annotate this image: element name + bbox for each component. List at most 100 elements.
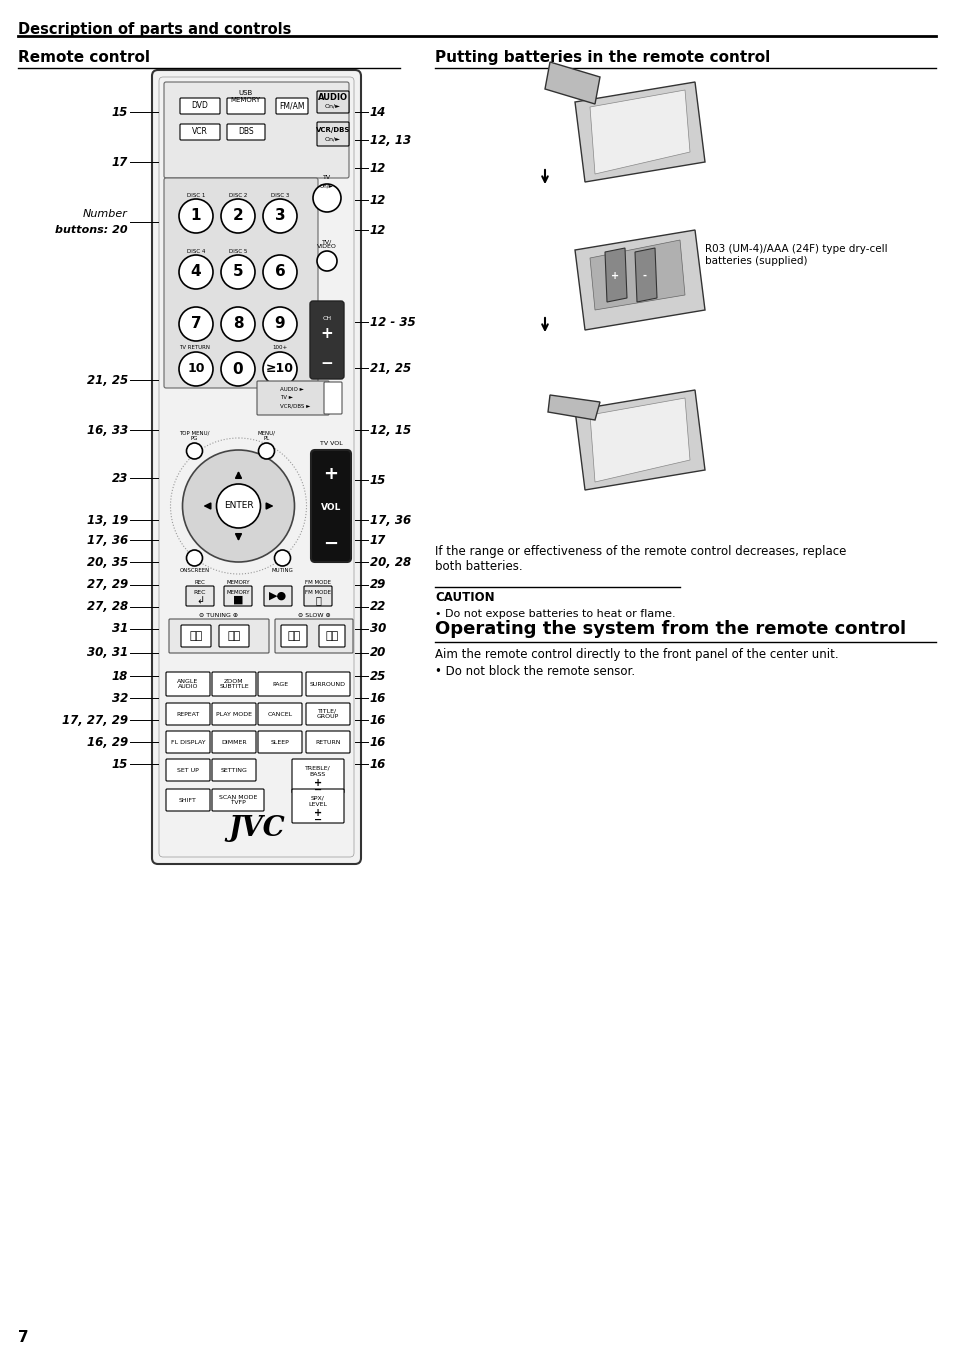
Text: ⏭⏭: ⏭⏭ [227,631,240,640]
Text: 20, 28: 20, 28 [370,555,411,569]
Text: 15: 15 [112,106,128,119]
Text: ⏪⏪: ⏪⏪ [287,631,300,640]
Text: 27, 29: 27, 29 [87,578,128,592]
FancyBboxPatch shape [164,83,349,177]
FancyBboxPatch shape [306,731,350,753]
Circle shape [221,199,254,233]
FancyBboxPatch shape [311,450,351,562]
Text: VIDEO: VIDEO [316,244,336,249]
Text: 17, 27, 29: 17, 27, 29 [62,714,128,727]
Text: On/►: On/► [325,103,340,108]
Text: 31: 31 [112,623,128,635]
Text: ZOOM
SUBTITLE: ZOOM SUBTITLE [219,678,249,689]
FancyBboxPatch shape [180,97,220,114]
Text: 12: 12 [370,223,386,237]
Text: 17: 17 [112,156,128,168]
Text: SET UP: SET UP [177,768,198,773]
Text: ↲: ↲ [195,594,204,605]
FancyBboxPatch shape [152,70,360,864]
Text: 17: 17 [370,533,386,547]
FancyBboxPatch shape [166,789,210,811]
Text: 13, 19: 13, 19 [87,513,128,527]
Polygon shape [604,248,626,302]
Text: 8: 8 [233,317,243,332]
Text: BASS: BASS [310,773,326,777]
FancyBboxPatch shape [212,703,255,724]
FancyBboxPatch shape [316,122,349,146]
Text: LEVEL: LEVEL [308,803,327,807]
Text: 20: 20 [370,646,386,659]
Circle shape [221,255,254,288]
Text: ⏮⏮: ⏮⏮ [190,631,202,640]
FancyBboxPatch shape [166,731,210,753]
FancyBboxPatch shape [212,760,255,781]
FancyBboxPatch shape [257,672,302,696]
Text: VCR: VCR [192,127,208,137]
Text: TV ►: TV ► [280,395,293,399]
Polygon shape [575,83,704,181]
FancyBboxPatch shape [169,619,269,653]
Text: On/►: On/► [325,137,340,142]
Text: SPX/: SPX/ [311,796,325,800]
Text: TOP MENU/
PG: TOP MENU/ PG [179,431,210,441]
Text: DISC 4: DISC 4 [187,249,205,255]
Text: DISC 3: DISC 3 [271,194,289,198]
FancyBboxPatch shape [324,382,341,414]
FancyBboxPatch shape [310,301,344,379]
Text: 3: 3 [274,209,285,223]
Text: 16: 16 [370,692,386,704]
Text: 14: 14 [370,106,386,119]
FancyBboxPatch shape [224,586,252,607]
Text: 12, 15: 12, 15 [370,424,411,436]
Text: −: − [323,535,338,552]
FancyBboxPatch shape [257,731,302,753]
Text: DISC 2: DISC 2 [229,194,247,198]
Text: MEMORY: MEMORY [231,97,261,103]
Text: 12 - 35: 12 - 35 [370,315,416,329]
FancyBboxPatch shape [166,760,210,781]
Text: CH: CH [322,315,332,321]
FancyBboxPatch shape [264,586,292,607]
Text: 21, 25: 21, 25 [87,374,128,386]
Text: ENTER: ENTER [223,501,253,510]
Text: MEMORY: MEMORY [226,589,250,594]
Text: buttons: 20: buttons: 20 [55,225,128,236]
FancyBboxPatch shape [181,626,211,647]
Text: 7: 7 [18,1330,29,1345]
Text: SHIFT: SHIFT [179,798,196,803]
FancyBboxPatch shape [164,177,317,389]
Text: TV RETURN: TV RETURN [179,345,211,349]
Text: FM MODE: FM MODE [305,580,331,585]
Text: ⏩⏩: ⏩⏩ [325,631,338,640]
Text: 30, 31: 30, 31 [87,646,128,659]
Text: DISC 1: DISC 1 [187,194,205,198]
Text: FM/AM: FM/AM [279,102,304,111]
Polygon shape [589,240,684,310]
Circle shape [182,450,294,562]
FancyBboxPatch shape [227,125,265,139]
FancyBboxPatch shape [256,380,329,414]
FancyBboxPatch shape [281,626,307,647]
Circle shape [316,250,336,271]
Text: 18: 18 [112,669,128,682]
Text: On/►: On/► [319,184,334,188]
FancyBboxPatch shape [186,586,213,607]
Text: −: − [314,785,322,795]
FancyBboxPatch shape [166,703,210,724]
Text: 21, 25: 21, 25 [370,362,411,375]
Polygon shape [544,62,599,104]
Circle shape [179,255,213,288]
Text: • Do not block the remote sensor.: • Do not block the remote sensor. [435,665,635,678]
Text: TV: TV [323,175,331,180]
Text: 16, 29: 16, 29 [87,735,128,749]
Text: 15: 15 [370,474,386,486]
Circle shape [186,550,202,566]
Text: Operating the system from the remote control: Operating the system from the remote con… [435,620,905,638]
Text: • Do not expose batteries to heat or flame.: • Do not expose batteries to heat or fla… [435,609,675,619]
Text: 17, 36: 17, 36 [370,513,411,527]
Text: −: − [314,815,322,825]
FancyBboxPatch shape [292,760,344,793]
FancyBboxPatch shape [304,586,332,607]
Circle shape [263,255,296,288]
Text: REPEAT: REPEAT [176,711,199,716]
